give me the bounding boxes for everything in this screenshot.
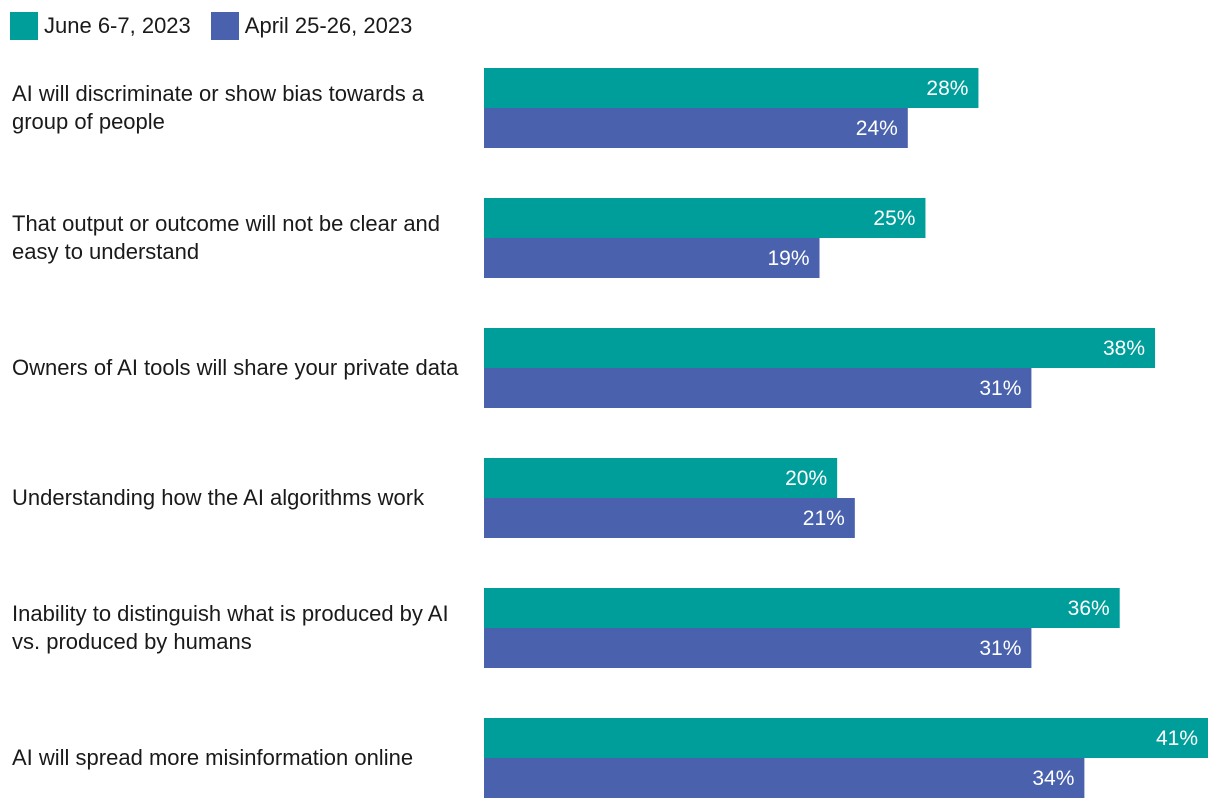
bar-june-4[interactable] [484, 588, 1120, 628]
bar-june-5[interactable] [484, 718, 1208, 758]
bar-value-label: 31% [979, 377, 1021, 400]
bar-june-1[interactable] [484, 198, 926, 238]
category-label: Understanding how the AI algorithms work [12, 485, 425, 510]
bar-value-label: 36% [1068, 597, 1110, 620]
bar-june-0[interactable] [484, 68, 979, 108]
bar-june-2[interactable] [484, 328, 1156, 368]
category-label: AI will discriminate or show bias toward… [12, 81, 425, 134]
category-label: That output or outcome will not be clear… [12, 211, 441, 264]
bar-april-0[interactable] [484, 108, 908, 148]
legend: June 6-7, 2023 April 25-26, 2023 [10, 10, 432, 42]
bar-value-label: 34% [1032, 767, 1074, 790]
legend-label-june: June 6-7, 2023 [44, 13, 191, 38]
bar-value-label: 20% [785, 467, 827, 490]
bar-april-4[interactable] [484, 628, 1032, 668]
bar-april-2[interactable] [484, 368, 1032, 408]
legend-item-june[interactable]: June 6-7, 2023 [10, 12, 191, 40]
bar-value-label: 19% [767, 247, 809, 270]
bar-april-5[interactable] [484, 758, 1085, 798]
bar-value-label: 28% [926, 77, 968, 100]
legend-swatch-april [210, 12, 239, 40]
bar-value-label: 38% [1103, 337, 1145, 360]
bar-value-label: 24% [856, 117, 898, 140]
bar-april-3[interactable] [484, 498, 855, 538]
category-label: Inability to distinguish what is produce… [12, 601, 449, 654]
bar-value-label: 41% [1156, 727, 1198, 750]
legend-item-april[interactable]: April 25-26, 2023 [210, 12, 413, 40]
bar-value-label: 25% [873, 207, 915, 230]
legend-swatch-june [10, 12, 38, 40]
bar-april-1[interactable] [484, 238, 820, 278]
category-label: AI will spread more misinformation onlin… [12, 745, 414, 770]
category-label: Owners of AI tools will share your priva… [12, 355, 459, 380]
legend-label-april: April 25-26, 2023 [244, 13, 413, 38]
bar-value-label: 31% [979, 637, 1021, 660]
bar-june-3[interactable] [484, 458, 838, 498]
bar-value-label: 21% [803, 507, 845, 530]
